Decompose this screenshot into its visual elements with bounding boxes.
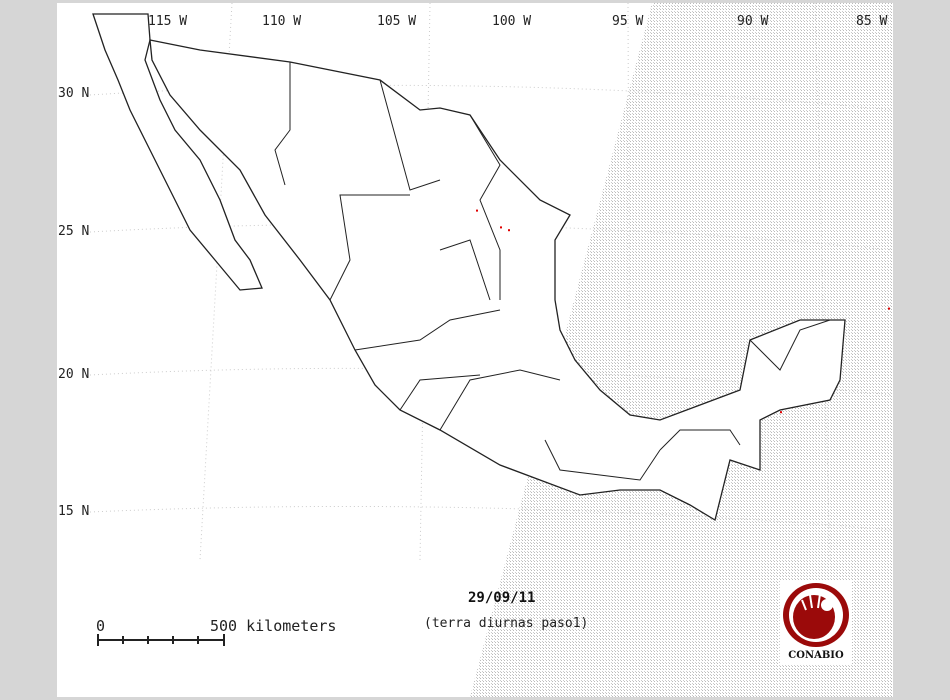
hotspot-point bbox=[888, 307, 890, 310]
lon-label: 85 W bbox=[856, 14, 888, 29]
scale-start-label: 0 bbox=[96, 617, 106, 635]
fire-hotspots bbox=[476, 209, 890, 414]
lat-label: 15 N bbox=[58, 504, 90, 519]
conabio-emblem-icon bbox=[783, 583, 849, 647]
lon-label: 95 W bbox=[612, 14, 644, 29]
scale-end-label: 500 kilometers bbox=[210, 617, 337, 635]
lat-label: 30 N bbox=[58, 86, 90, 101]
lon-label: 105 W bbox=[377, 14, 417, 29]
conabio-logo: CONABIO bbox=[780, 580, 852, 665]
lon-label: 110 W bbox=[262, 14, 302, 29]
map-frame bbox=[57, 3, 893, 697]
hotspot-point bbox=[500, 226, 502, 229]
lon-label: 115 W bbox=[148, 14, 188, 29]
lon-label: 90 W bbox=[737, 14, 769, 29]
map-canvas bbox=[89, 3, 893, 697]
map-subtitle: (terra diurnas paso1) bbox=[424, 616, 589, 631]
hotspot-point bbox=[476, 209, 478, 212]
map-date: 29/09/11 bbox=[468, 590, 536, 606]
lon-label: 100 W bbox=[492, 14, 532, 29]
lat-label: 25 N bbox=[58, 224, 90, 239]
lat-label: 20 N bbox=[58, 367, 90, 382]
hotspot-point bbox=[508, 229, 510, 232]
hotspot-point bbox=[780, 411, 782, 414]
satellite-swath-boundary bbox=[470, 3, 893, 697]
logo-text: CONABIO bbox=[788, 650, 844, 661]
scale-bar bbox=[97, 634, 225, 646]
mexico-outline bbox=[92, 13, 846, 522]
